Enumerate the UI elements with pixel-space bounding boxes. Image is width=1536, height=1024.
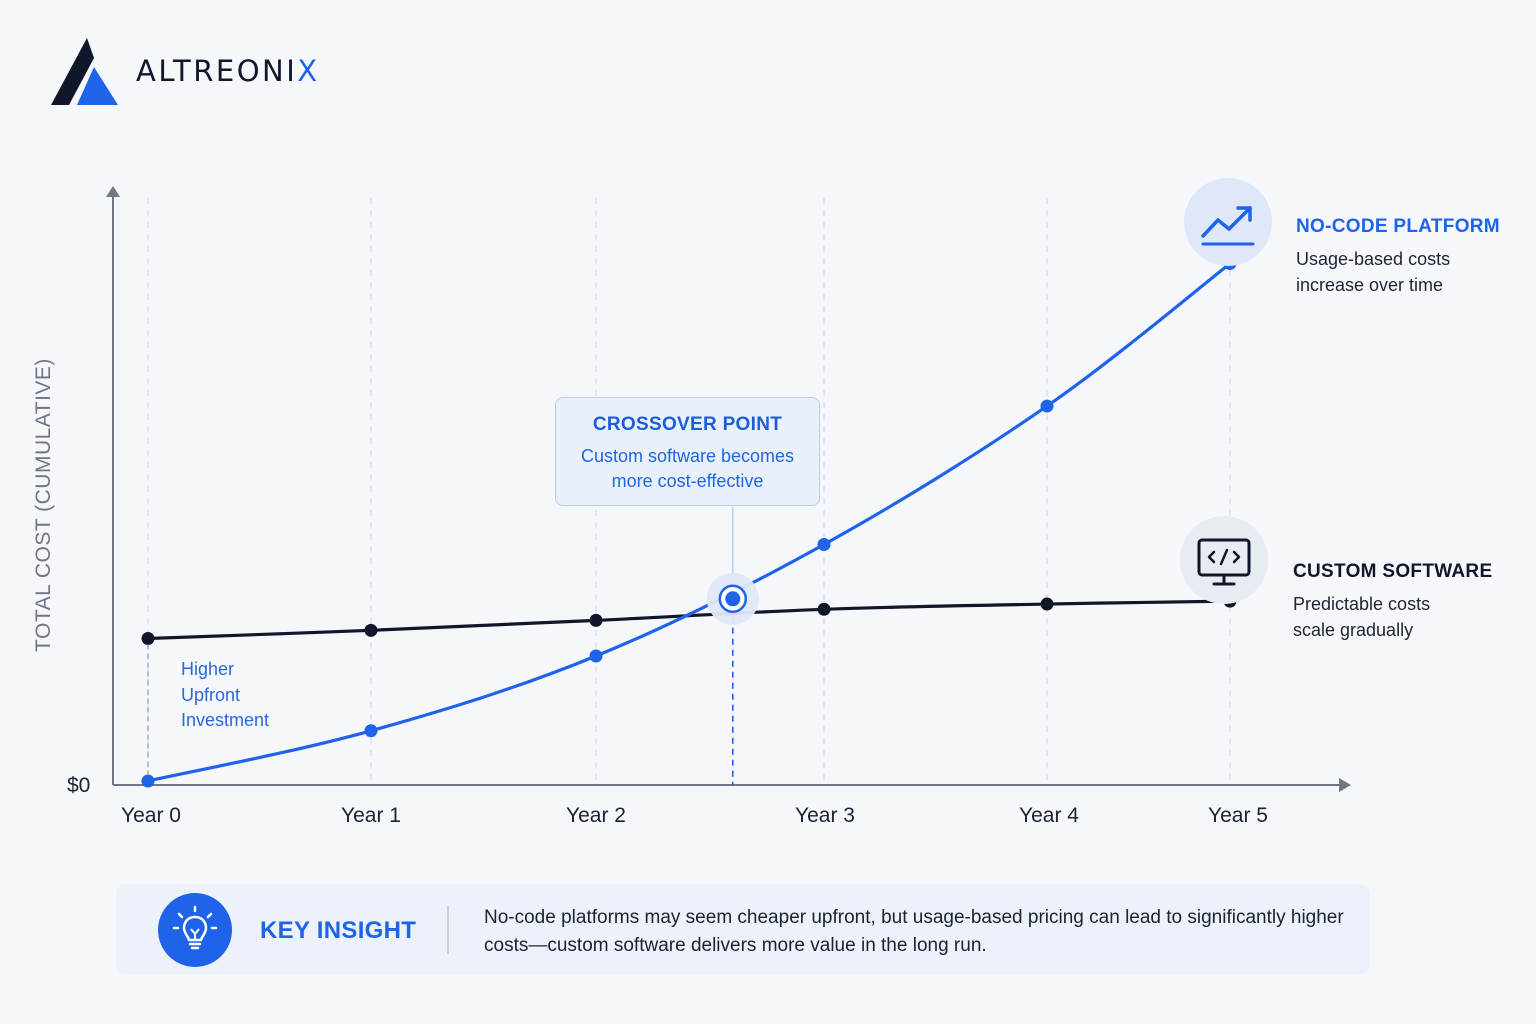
custom-point-4 xyxy=(1040,597,1054,611)
y-axis-label: TOTAL COST (CUMULATIVE) xyxy=(32,358,55,652)
legend-custom-title: CUSTOM SOFTWARE xyxy=(1293,561,1493,582)
no-code-series-line xyxy=(146,261,1232,783)
insight-divider xyxy=(447,906,449,954)
x-tick-label-3: Year 3 xyxy=(795,804,855,827)
legend-no-code: NO-CODE PLATFORM Usage-based costs incre… xyxy=(1296,216,1500,298)
no-code-point-2 xyxy=(589,649,603,663)
x-tick-label-2: Year 2 xyxy=(566,804,626,827)
altreonix-logo-icon xyxy=(51,38,118,105)
custom-icon-circle xyxy=(1180,516,1268,604)
custom-point-2 xyxy=(589,613,603,627)
callout-title: CROSSOVER POINT xyxy=(592,414,783,435)
crossover-callout: CROSSOVER POINT Custom software becomes … xyxy=(555,397,820,506)
custom-point-3 xyxy=(817,602,831,616)
insight-title: KEY INSIGHT xyxy=(260,917,417,944)
callout-body: Custom software becomes more cost-effect… xyxy=(580,446,795,491)
x-tick-label-0: Year 0 xyxy=(121,804,181,827)
no-code-point-0 xyxy=(141,774,155,788)
custom-point-0 xyxy=(141,632,155,646)
x-tick-label-1: Year 1 xyxy=(341,804,401,827)
no-code-point-4 xyxy=(1040,399,1054,413)
insight-text: No-code platforms may seem cheaper upfro… xyxy=(484,907,1344,956)
y-axis-arrow xyxy=(106,186,120,197)
brand-name: ALTREONIX xyxy=(136,54,320,88)
trending-up-icon xyxy=(1201,206,1255,246)
lightbulb-icon xyxy=(172,905,218,950)
crossover-point xyxy=(725,591,741,607)
x-tick-label-4: Year 4 xyxy=(1019,804,1079,827)
x-tick-label-5: Year 5 xyxy=(1208,804,1268,827)
lightbulb-icon-circle xyxy=(158,893,232,967)
y-zero-label: $0 xyxy=(67,774,91,797)
monitor-code-icon xyxy=(1197,538,1251,586)
no-code-point-1 xyxy=(364,724,378,738)
brand-logo: ALTREONIX xyxy=(50,36,320,106)
upfront-annotation: Higher Upfront Investment xyxy=(181,659,270,730)
custom-point-1 xyxy=(364,623,378,637)
x-axis-arrow xyxy=(1339,778,1351,792)
legend-no-code-desc: Usage-based costs increase over time xyxy=(1296,249,1451,295)
legend-no-code-title: NO-CODE PLATFORM xyxy=(1296,216,1500,237)
legend-custom: CUSTOM SOFTWARE Predictable costs scale … xyxy=(1293,561,1492,643)
no-code-icon-circle xyxy=(1184,178,1272,266)
custom-series-line xyxy=(146,599,1232,641)
legend-custom-desc: Predictable costs scale gradually xyxy=(1293,594,1431,640)
key-insight-banner: KEY INSIGHT No-code platforms may seem c… xyxy=(116,884,1370,974)
no-code-point-3 xyxy=(817,537,831,551)
